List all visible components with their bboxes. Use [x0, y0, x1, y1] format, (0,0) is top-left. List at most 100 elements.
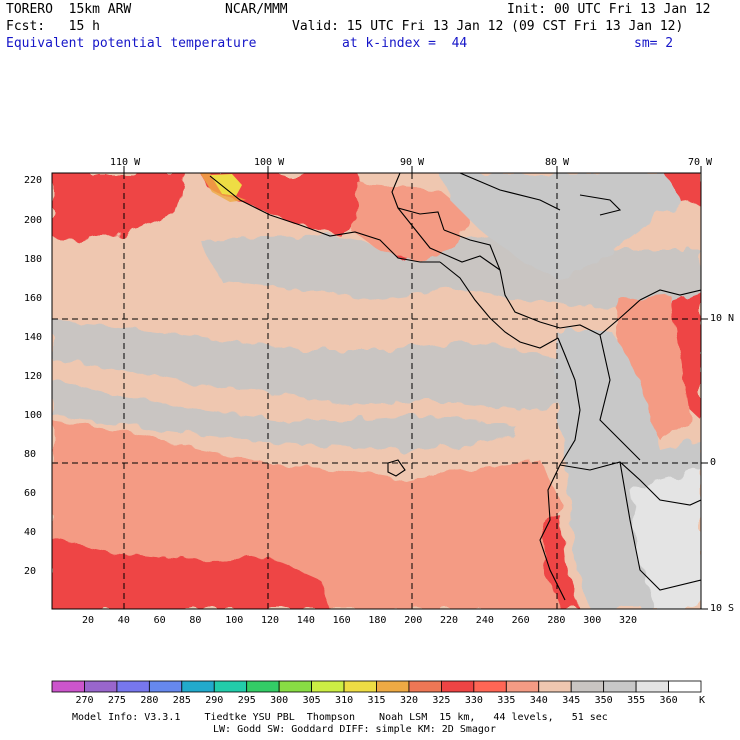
- y-tick-label: 180: [24, 254, 43, 265]
- coast-central-america: [439, 261, 559, 349]
- colorbar-label: 315: [367, 695, 386, 706]
- colorbar-swatch: [635, 680, 669, 693]
- x-tick-label: 280: [547, 615, 566, 626]
- colorbar-label: 280: [140, 695, 159, 706]
- x-tick-label: 80: [189, 615, 202, 626]
- colorbar-swatch: [538, 680, 572, 693]
- forecast-hour: Fcst: 15 h: [6, 19, 100, 34]
- y-tick-label: 220: [24, 175, 43, 186]
- border-peru: [619, 461, 701, 591]
- organization: NCAR/MMM: [225, 2, 288, 17]
- coast-hispaniola: [579, 194, 622, 216]
- colorbar-swatch: [278, 680, 312, 693]
- x-tick-label: 20: [82, 615, 95, 626]
- colorbar-label: 275: [107, 695, 126, 706]
- field-330-southwest: [52, 540, 330, 609]
- border-guatemala: [397, 207, 501, 271]
- model-info-line1: Model Info: V3.3.1 Tiedtke YSU PBL Thomp…: [72, 712, 608, 723]
- colorbar-swatch: [311, 680, 345, 693]
- coastlines: [209, 173, 701, 601]
- x-tick-label: 40: [117, 615, 130, 626]
- coast-galapagos: [387, 459, 406, 477]
- colorbar-label: 360: [659, 695, 678, 706]
- y-tick-label: 140: [24, 332, 43, 343]
- colorbar-swatch: [603, 680, 637, 693]
- colorbar-label: 340: [529, 695, 548, 706]
- colorbar-swatch: [84, 680, 118, 693]
- valid-time: Valid: 15 UTC Fri 13 Jan 12 (09 CST Fri …: [292, 19, 684, 34]
- x-tick-label: 240: [475, 615, 494, 626]
- x-tick-label: 160: [332, 615, 351, 626]
- field-330-caribbean-ne: [665, 173, 701, 205]
- smoothing: sm= 2: [634, 36, 674, 51]
- y-tick-label: 120: [24, 371, 43, 382]
- colorbar-label: 305: [302, 695, 321, 706]
- colorbar-swatch: [213, 680, 248, 693]
- field-330-northwest: [52, 173, 185, 240]
- coast-venezuela: [639, 289, 701, 301]
- x-tick-label: 180: [368, 615, 387, 626]
- lat-label-10s: 10 S: [710, 603, 735, 614]
- y-tick-label: 200: [24, 215, 43, 226]
- init-time: Init: 00 UTC Fri 13 Jan 12: [507, 2, 711, 17]
- coast-mexico: [209, 175, 440, 263]
- colorbar-label: 335: [497, 695, 516, 706]
- border-ecuador: [559, 461, 701, 506]
- y-tick-label: 160: [24, 293, 43, 304]
- lat-label-0: 0: [710, 457, 717, 468]
- colorbar-label: 285: [172, 695, 191, 706]
- coast-caribbean-ca: [443, 229, 641, 336]
- lat-label-10n: 10 N: [710, 313, 735, 324]
- x-tick-label: 100: [225, 615, 244, 626]
- model-info-line2: LW: Godd SW: Goddard DIFF: simple KM: 2D…: [213, 724, 496, 735]
- x-tick-label: 120: [261, 615, 280, 626]
- colorbar-swatch: [440, 680, 475, 693]
- lon-label-110w: 110 W: [110, 157, 141, 168]
- x-tick-label: 220: [440, 615, 459, 626]
- x-tick-label: 140: [296, 615, 315, 626]
- colorbar-swatch: [116, 680, 150, 693]
- colorbar-swatch: [408, 680, 442, 693]
- field-330-peru-coast: [540, 515, 580, 609]
- lon-label-70w: 70 W: [688, 157, 713, 168]
- colorbar-label: 320: [399, 695, 418, 706]
- colorbar-label: 345: [562, 695, 581, 706]
- field-band-345-south: [52, 380, 520, 450]
- x-tick-label: 300: [583, 615, 602, 626]
- colorbar-label: 350: [594, 695, 613, 706]
- colorbar-swatch: [376, 680, 410, 693]
- axis-ticks: [123, 166, 708, 610]
- coast-yucatan: [391, 173, 445, 231]
- coast-cuba: [459, 173, 561, 211]
- field-name: Equivalent potential temperature: [6, 36, 257, 51]
- lat-lon-grid: [52, 173, 701, 609]
- y-tick-label: 20: [24, 566, 37, 577]
- colorbar-swatch: [246, 680, 280, 693]
- x-tick-label: 260: [511, 615, 530, 626]
- colorbar-unit: K: [699, 695, 706, 706]
- colorbar-label: 300: [270, 695, 289, 706]
- field-315-hotspot: [210, 174, 242, 196]
- colorbar-label: 270: [75, 695, 94, 706]
- colorbar-label: 325: [432, 695, 451, 706]
- colorbar-swatch: [570, 680, 605, 693]
- level-index: at k-index = 44: [342, 36, 468, 51]
- field-350-caribbean: [440, 173, 680, 280]
- x-tick-label: 200: [404, 615, 423, 626]
- colorbar-swatch: [51, 680, 85, 693]
- colorbar-swatch: [668, 680, 702, 693]
- colorbar-swatch: [505, 680, 540, 693]
- x-tick-label: 60: [153, 615, 166, 626]
- colorbar-swatch: [473, 680, 507, 693]
- field-330-mexico: [200, 173, 370, 235]
- field-355-amazon: [630, 470, 701, 609]
- colorbar-label: 295: [237, 695, 256, 706]
- field-330-caribbean-east: [670, 290, 701, 420]
- colorbar-label: 330: [464, 695, 483, 706]
- colorbar-swatch: [343, 680, 377, 693]
- y-tick-label: 80: [24, 449, 37, 460]
- colorbar: [51, 680, 702, 693]
- y-tick-label: 40: [24, 527, 37, 538]
- colorbar-label: 310: [335, 695, 354, 706]
